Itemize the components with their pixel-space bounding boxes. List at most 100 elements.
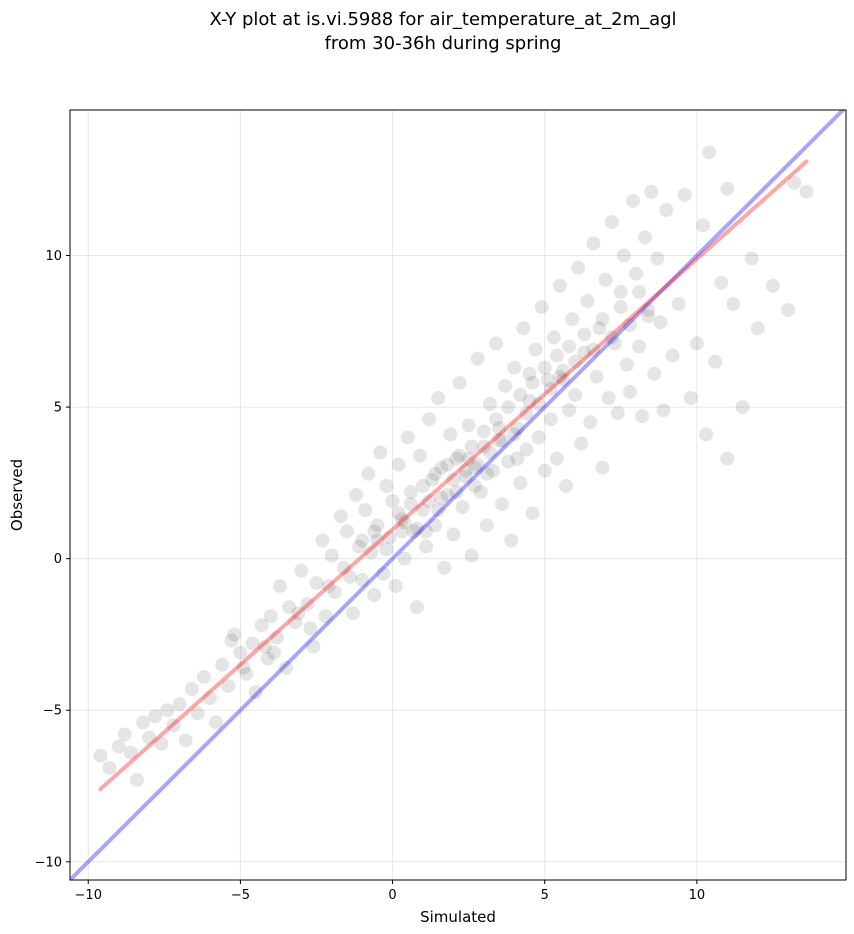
- data-point: [215, 657, 230, 672]
- data-point: [437, 560, 452, 575]
- data-point: [625, 193, 640, 208]
- data-point: [616, 248, 631, 263]
- data-point: [461, 418, 476, 433]
- data-point: [492, 421, 507, 436]
- data-point: [367, 524, 382, 539]
- data-point: [352, 539, 367, 554]
- data-point: [236, 660, 251, 675]
- data-point: [665, 348, 680, 363]
- data-point: [434, 491, 449, 506]
- data-point: [342, 569, 357, 584]
- data-point: [695, 218, 710, 233]
- data-point: [403, 497, 418, 512]
- data-point: [501, 400, 516, 415]
- data-point: [385, 494, 400, 509]
- data-point: [619, 357, 634, 372]
- x-tick-label: −5: [231, 888, 250, 903]
- data-point: [419, 524, 434, 539]
- data-point: [470, 457, 485, 472]
- data-point: [376, 566, 391, 581]
- data-point: [531, 397, 546, 412]
- data-point: [449, 451, 464, 466]
- chart-title: X-Y plot at is.vi.5988 for air_temperatu…: [209, 9, 677, 30]
- data-point: [431, 503, 446, 518]
- data-point: [425, 472, 440, 487]
- data-point: [443, 427, 458, 442]
- x-tick-label: 10: [689, 888, 706, 903]
- data-point: [635, 409, 650, 424]
- data-point: [562, 403, 577, 418]
- data-point: [190, 706, 205, 721]
- data-point: [266, 645, 281, 660]
- data-point: [522, 366, 537, 381]
- data-point: [400, 430, 415, 445]
- data-point: [202, 691, 217, 706]
- data-point: [565, 312, 580, 327]
- data-point: [470, 351, 485, 366]
- data-point: [765, 278, 780, 293]
- data-point: [610, 406, 625, 421]
- plot-frame: [69, 109, 847, 881]
- data-point: [291, 606, 306, 621]
- data-point: [750, 321, 765, 336]
- data-point: [787, 175, 802, 190]
- data-point: [196, 669, 211, 684]
- data-point: [464, 548, 479, 563]
- data-point: [744, 251, 759, 266]
- data-point: [601, 390, 616, 405]
- data-point: [540, 372, 555, 387]
- data-point: [339, 524, 354, 539]
- data-point: [552, 369, 567, 384]
- data-point: [467, 460, 482, 475]
- x-tick-label: 5: [541, 888, 549, 903]
- data-point: [361, 466, 376, 481]
- data-point: [720, 181, 735, 196]
- data-point: [559, 478, 574, 493]
- data-point: [522, 394, 537, 409]
- data-point: [370, 533, 385, 548]
- data-point: [379, 478, 394, 493]
- data-point: [583, 415, 598, 430]
- data-point: [336, 560, 351, 575]
- data-point: [117, 727, 132, 742]
- grid-layer: [70, 110, 846, 880]
- data-point: [613, 284, 628, 299]
- data-point: [461, 451, 476, 466]
- data-point: [489, 412, 504, 427]
- data-point: [504, 533, 519, 548]
- data-point: [440, 457, 455, 472]
- data-point: [735, 400, 750, 415]
- data-point: [446, 472, 461, 487]
- data-point: [406, 524, 421, 539]
- data-point: [479, 518, 494, 533]
- data-point: [571, 260, 586, 275]
- data-point: [355, 533, 370, 548]
- data-point: [148, 709, 163, 724]
- data-point: [333, 509, 348, 524]
- data-point: [586, 236, 601, 251]
- data-point: [489, 336, 504, 351]
- data-point: [154, 736, 169, 751]
- data-point: [327, 585, 342, 600]
- data-point: [501, 454, 516, 469]
- data-point: [528, 342, 543, 357]
- data-point: [239, 666, 254, 681]
- data-point: [458, 469, 473, 484]
- data-point: [279, 660, 294, 675]
- data-point: [492, 433, 507, 448]
- data-point: [534, 300, 549, 315]
- data-point: [549, 348, 564, 363]
- x-tick-label: 0: [388, 888, 396, 903]
- data-point: [379, 542, 394, 557]
- data-point: [543, 412, 558, 427]
- data-point: [391, 506, 406, 521]
- data-point: [370, 518, 385, 533]
- data-point: [309, 575, 324, 590]
- data-point: [702, 145, 717, 160]
- data-point: [555, 363, 570, 378]
- data-point: [525, 506, 540, 521]
- data-point: [677, 187, 692, 202]
- data-point: [519, 442, 534, 457]
- y-tick-label: −5: [43, 704, 62, 719]
- data-point: [555, 372, 570, 387]
